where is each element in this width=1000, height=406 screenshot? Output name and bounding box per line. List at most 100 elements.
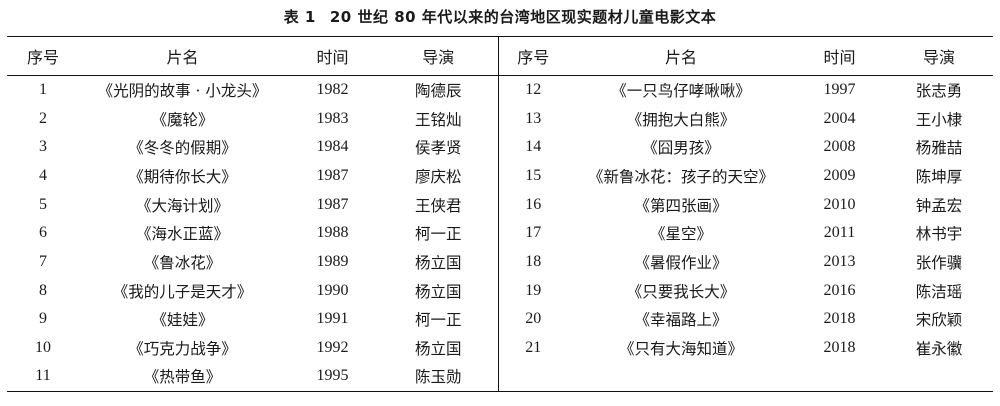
film-number: 20 [525, 310, 542, 328]
film-year: 1982 [316, 81, 349, 99]
film-year: 1984 [316, 138, 349, 156]
film-year: 1995 [286, 362, 379, 392]
empty-cell [794, 362, 885, 392]
film-director: 崔永徽 [915, 340, 963, 359]
film-year: 1997 [823, 81, 856, 99]
film-director: 廖庆松 [379, 161, 499, 191]
film-director: 柯一正 [379, 305, 499, 334]
film-title: 《只要我长大》 [626, 282, 736, 301]
film-director: 杨立国 [379, 247, 499, 277]
film-title: 《一只鸟仔哮啾啾》 [611, 82, 751, 101]
film-year: 2016 [823, 281, 856, 299]
film-number: 10 [35, 339, 51, 357]
film-director: 陶德辰 [379, 75, 499, 105]
table-row: 1 《光阴的故事 · 小龙头》 1982 陶德辰 12 《一只鸟仔哮啾啾》 19… [7, 75, 993, 105]
table-row: 6 《海水正蓝》 1988 柯一正 17 《星空》 2011 林书宇 [7, 218, 993, 248]
empty-cell [568, 362, 794, 392]
film-title: 《星空》 [649, 225, 712, 244]
film-title: 《我的儿子是天才》 [112, 282, 253, 301]
film-director: 宋欣颖 [915, 311, 963, 330]
film-year: 2018 [823, 339, 856, 357]
film-title: 《魔轮》 [151, 110, 214, 129]
empty-cell [498, 362, 568, 392]
film-year: 1987 [316, 166, 349, 184]
film-number: 9 [39, 310, 47, 328]
film-number: 18 [525, 252, 542, 270]
film-number: 11 [7, 362, 79, 392]
table-row: 7 《鲁冰花》 1989 杨立国 18 《暑假作业》 2013 张作骥 [7, 247, 993, 277]
empty-cell [885, 362, 993, 392]
film-director: 杨立国 [379, 333, 499, 363]
film-director: 陈玉勋 [379, 362, 499, 392]
header-year: 时间 [794, 36, 885, 76]
film-director: 王小棣 [915, 110, 963, 129]
film-title: 《海水正蓝》 [135, 225, 229, 244]
film-title: 《暑假作业》 [634, 253, 728, 272]
film-director: 侯孝贤 [379, 132, 499, 162]
table-title: 20 世纪 80 年代以来的台湾地区现实题材儿童电影文本 [329, 8, 717, 26]
film-year: 1990 [316, 281, 349, 299]
table-row: 11 《热带鱼》 1995 陈玉勋 [7, 362, 993, 392]
film-director: 杨雅喆 [915, 139, 963, 158]
film-number: 8 [39, 281, 47, 299]
film-title: 《鲁冰花》 [143, 253, 222, 272]
header-director: 导演 [379, 36, 499, 76]
film-year: 1992 [316, 339, 349, 357]
header-year: 时间 [286, 36, 379, 76]
table-row: 9 《娃娃》 1991 柯一正 20 《幸福路上》 2018 宋欣颖 [7, 305, 993, 334]
film-director: 柯一正 [379, 218, 499, 248]
film-title: 《第四张画》 [634, 196, 728, 215]
film-year: 1989 [316, 252, 349, 270]
film-year: 1983 [316, 109, 349, 127]
table-row: 5 《大海计划》 1987 王侠君 16 《第四张画》 2010 钟孟宏 [7, 190, 993, 219]
film-number: 7 [39, 252, 47, 270]
header-title: 片名 [568, 36, 794, 76]
film-title: 《热带鱼》 [79, 362, 286, 392]
film-year: 2018 [823, 310, 856, 328]
header-director: 导演 [885, 36, 993, 76]
film-number: 3 [39, 138, 47, 156]
film-director: 张作骥 [915, 253, 963, 272]
film-director: 王侠君 [379, 190, 499, 219]
header-row: 序号 片名 时间 导演 序号 片名 时间 导演 [7, 36, 993, 76]
table-row: 2 《魔轮》 1983 王铭灿 13 《拥抱大白熊》 2004 王小棣 [7, 104, 993, 133]
film-year: 1987 [316, 195, 349, 213]
table-row: 8 《我的儿子是天才》 1990 杨立国 19 《只要我长大》 2016 陈洁瑶 [7, 276, 993, 305]
film-year: 2004 [823, 109, 856, 127]
films-table: 序号 片名 时间 导演 序号 片名 时间 导演 1 《光阴的故事 · 小龙头》 … [7, 36, 993, 392]
header-no: 序号 [7, 36, 79, 76]
table-caption: 表 1 20 世纪 80 年代以来的台湾地区现实题材儿童电影文本 [0, 7, 1000, 27]
film-year: 1988 [316, 224, 349, 242]
film-year: 2009 [823, 166, 856, 184]
film-number: 13 [525, 109, 542, 127]
film-title: 《拥抱大白熊》 [626, 110, 736, 129]
header-no: 序号 [498, 36, 568, 76]
film-title: 《娃娃》 [151, 311, 214, 330]
film-number: 1 [39, 81, 47, 99]
film-title: 《囧男孩》 [642, 139, 720, 158]
film-director: 陈洁瑶 [915, 282, 963, 301]
table-body: 1 《光阴的故事 · 小龙头》 1982 陶德辰 12 《一只鸟仔哮啾啾》 19… [7, 75, 993, 392]
header-title: 片名 [79, 36, 286, 76]
film-number: 14 [525, 138, 542, 156]
film-title: 《新鲁冰花：孩子的天空》 [587, 167, 774, 186]
film-year: 2010 [823, 195, 856, 213]
film-title: 《大海计划》 [135, 196, 229, 215]
film-number: 19 [525, 281, 542, 299]
film-title: 《光阴的故事 · 小龙头》 [97, 82, 268, 101]
table-row: 10 《巧克力战争》 1992 杨立国 21 《只有大海知道》 2018 崔永徽 [7, 333, 993, 363]
film-year: 2008 [823, 138, 856, 156]
film-director: 王铭灿 [379, 104, 499, 133]
film-title: 《只有大海知道》 [618, 340, 743, 359]
film-title: 《巧克力战争》 [128, 340, 237, 359]
table-label: 表 1 [283, 8, 316, 26]
film-number: 21 [525, 339, 542, 357]
film-year: 2013 [823, 252, 856, 270]
table-row: 4 《期待你长大》 1987 廖庆松 15 《新鲁冰花：孩子的天空》 2009 … [7, 161, 993, 191]
table-row: 3 《冬冬的假期》 1984 侯孝贤 14 《囧男孩》 2008 杨雅喆 [7, 132, 993, 162]
film-director: 林书宇 [915, 225, 963, 244]
film-director: 杨立国 [379, 276, 499, 305]
film-number: 5 [39, 195, 47, 213]
film-director: 张志勇 [915, 82, 963, 101]
film-title: 《幸福路上》 [634, 311, 728, 330]
